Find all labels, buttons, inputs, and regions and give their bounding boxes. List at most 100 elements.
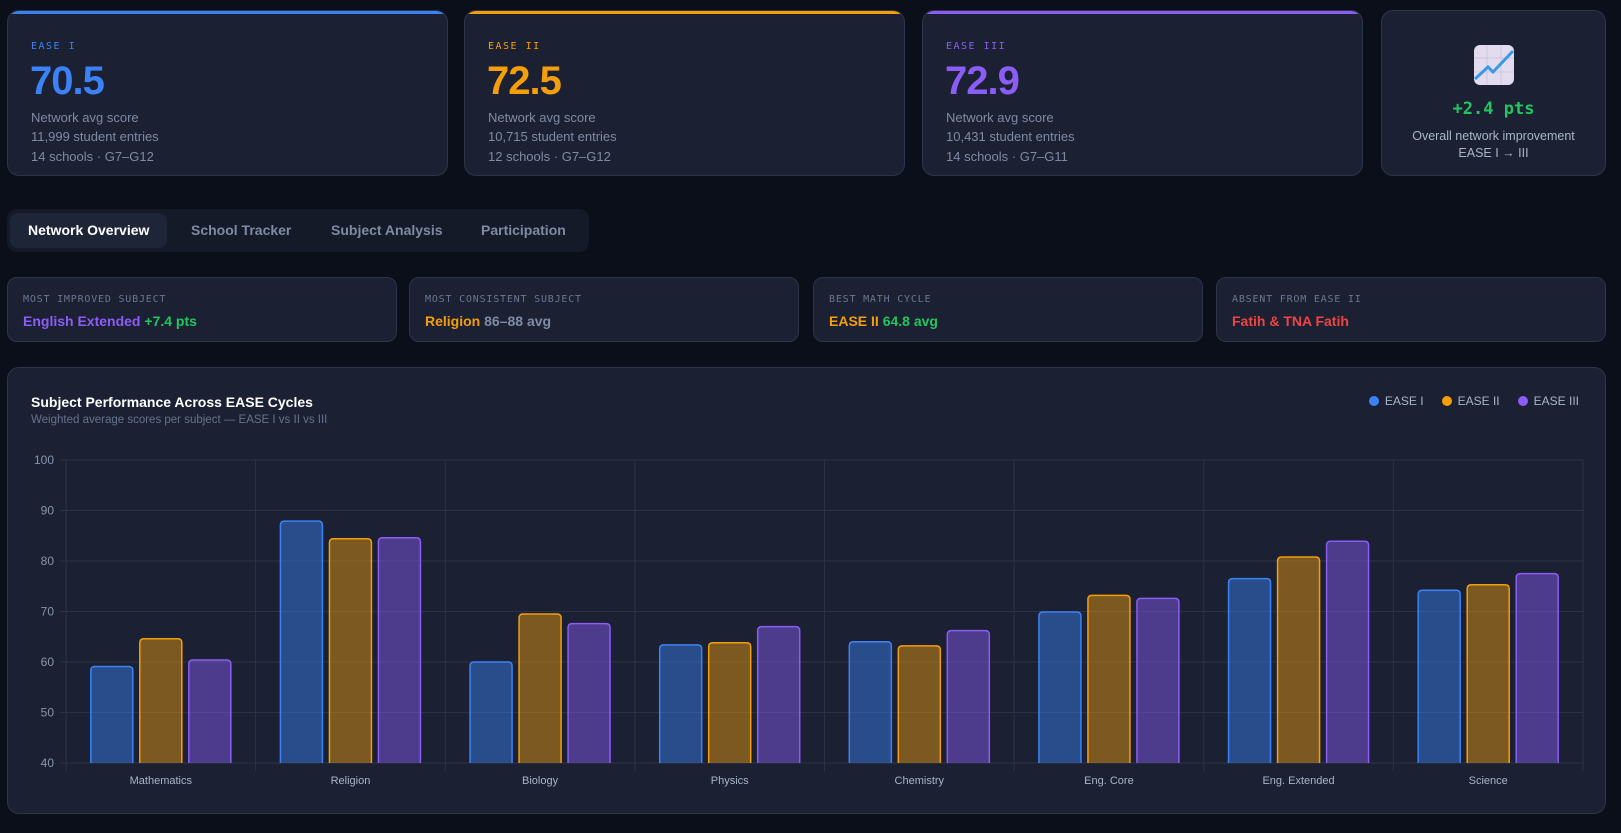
bar	[1466, 583, 1510, 763]
bar	[658, 644, 703, 763]
bar	[90, 665, 134, 763]
subject-performance-chart: Subject Performance Across EASE Cycles W…	[7, 367, 1606, 814]
legend-dot-icon	[1368, 396, 1379, 406]
bar	[1136, 597, 1180, 763]
bar	[1038, 611, 1082, 763]
bar	[897, 645, 942, 763]
entries: 10,715 student entries	[488, 129, 617, 144]
accent-bar	[465, 11, 904, 14]
tab-school-tracker[interactable]: School Tracker	[191, 222, 292, 238]
bar	[848, 641, 893, 763]
x-tick-label: Eng. Core	[1084, 775, 1134, 787]
bar	[946, 629, 991, 763]
avg-score: 72.9	[945, 59, 1020, 103]
schools: 14 schools · G7–G11	[946, 149, 1068, 164]
callout-main: Religion	[425, 313, 481, 329]
callout-label: MOST IMPROVED SUBJECT	[23, 294, 167, 305]
callout-value: EASE II 64.8 avg	[829, 313, 938, 329]
x-tick-label: Chemistry	[895, 775, 945, 787]
bar	[1227, 577, 1272, 763]
callout-value: Fatih & TNA Fatih	[1232, 313, 1349, 329]
bar	[139, 638, 183, 763]
legend-label: EASE II	[1457, 394, 1500, 408]
bar	[1276, 556, 1321, 763]
legend-item[interactable]: EASE III	[1517, 394, 1579, 408]
y-tick-label: 70	[41, 605, 55, 619]
callout-extra: 86–88 avg	[484, 313, 552, 329]
tab-network-overview[interactable]: Network Overview	[10, 213, 168, 248]
tab-bar: Network Overview School Tracker Subject …	[7, 209, 589, 252]
improvement-label: Overall network improvement	[1412, 129, 1575, 143]
insight-callout: ABSENT FROM EASE II Fatih & TNA Fatih	[1216, 277, 1606, 342]
avg-score: 70.5	[30, 59, 105, 103]
callout-main: EASE II	[829, 313, 879, 329]
legend-dot-icon	[1441, 396, 1452, 406]
x-tick-label: Physics	[711, 775, 749, 787]
improvement-card: +2.4 pts Overall network improvement EAS…	[1381, 10, 1606, 176]
y-tick-label: 90	[41, 504, 55, 518]
cycle-label: EASE II	[488, 41, 541, 52]
x-tick-label: Biology	[522, 775, 559, 787]
x-tick-label: Eng. Extended	[1262, 775, 1334, 787]
avg-score: 72.5	[487, 59, 562, 103]
y-tick-label: 50	[41, 706, 55, 720]
bar	[1325, 540, 1370, 763]
chart-subtitle: Weighted average scores per subject — EA…	[31, 414, 328, 426]
schools: 12 schools · G7–G12	[488, 149, 611, 164]
bar	[469, 661, 513, 763]
x-tick-label: Mathematics	[130, 775, 193, 787]
legend-dot-icon	[1517, 396, 1528, 406]
chart-legend: EASE I EASE II EASE III	[1368, 394, 1579, 408]
y-tick-label: 80	[41, 554, 55, 568]
improvement-range: EASE I → III	[1458, 146, 1529, 160]
callout-label: MOST CONSISTENT SUBJECT	[425, 294, 582, 305]
bar	[377, 537, 422, 763]
chart-increasing-icon	[1474, 45, 1514, 85]
callout-label: BEST MATH CYCLE	[829, 294, 932, 305]
ease-card: EASE I 70.5 Network avg score 11,999 stu…	[7, 10, 448, 176]
callout-label: ABSENT FROM EASE II	[1232, 294, 1362, 305]
ease-card: EASE II 72.5 Network avg score 10,715 st…	[464, 10, 905, 176]
ease-card: EASE III 72.9 Network avg score 10,431 s…	[922, 10, 1363, 176]
y-tick-label: 40	[41, 756, 55, 770]
insight-callout: MOST IMPROVED SUBJECT English Extended +…	[7, 277, 397, 342]
callout-value: English Extended +7.4 pts	[23, 313, 197, 329]
score-desc: Network avg score	[31, 110, 139, 125]
bar	[567, 622, 611, 763]
x-tick-label: Science	[1469, 775, 1508, 787]
callout-main: Fatih & TNA Fatih	[1232, 313, 1349, 329]
entries: 11,999 student entries	[31, 129, 159, 144]
legend-item[interactable]: EASE II	[1441, 394, 1500, 408]
y-tick-label: 60	[41, 655, 55, 669]
callout-main: English Extended	[23, 313, 141, 329]
accent-bar	[923, 11, 1362, 14]
bar	[518, 613, 562, 763]
bar	[188, 659, 232, 763]
bar	[1087, 594, 1131, 763]
bar	[1417, 589, 1461, 763]
score-desc: Network avg score	[488, 110, 596, 125]
bar	[279, 520, 324, 763]
bar	[328, 538, 373, 763]
cycle-label: EASE I	[31, 41, 77, 52]
bar	[707, 642, 752, 763]
insight-callout: MOST CONSISTENT SUBJECT Religion 86–88 a…	[409, 277, 799, 342]
callout-value: Religion 86–88 avg	[425, 313, 551, 329]
bar-chart: 40 50 60 70 80 90 100 Mathematics Religion Biolog…	[34, 453, 1584, 787]
x-tick-label: Religion	[331, 775, 371, 787]
callout-extra: 64.8 avg	[882, 313, 938, 329]
tab-participation[interactable]: Participation	[481, 222, 566, 238]
tab-subject-analysis[interactable]: Subject Analysis	[331, 222, 443, 238]
score-desc: Network avg score	[946, 110, 1054, 125]
bar	[1515, 572, 1559, 763]
legend-item[interactable]: EASE I	[1368, 394, 1424, 408]
insight-callout: BEST MATH CYCLE EASE II 64.8 avg	[813, 277, 1203, 342]
schools: 14 schools · G7–G12	[31, 149, 154, 164]
y-tick-label: 100	[34, 453, 54, 467]
accent-bar	[8, 11, 447, 14]
legend-label: EASE III	[1533, 394, 1579, 408]
bar	[756, 625, 801, 763]
cycle-label: EASE III	[946, 41, 1007, 52]
entries: 10,431 student entries	[946, 129, 1075, 144]
callout-extra: +7.4 pts	[144, 313, 197, 329]
